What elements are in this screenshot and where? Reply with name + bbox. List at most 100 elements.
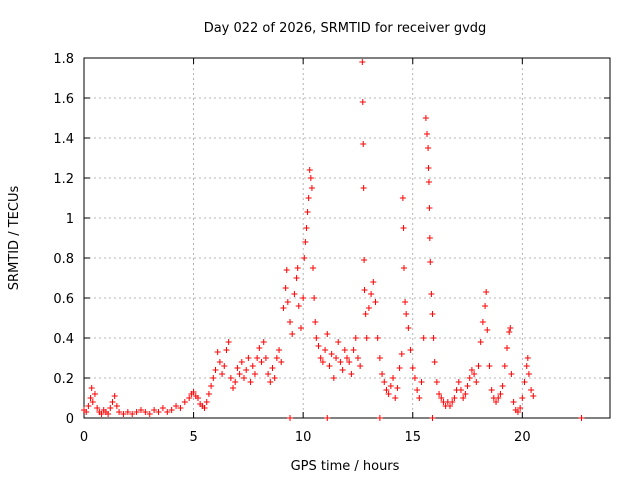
data-point <box>98 411 105 417</box>
data-point <box>423 131 430 137</box>
data-point <box>328 351 335 357</box>
data-point <box>466 375 473 381</box>
y-tick-label: 1.2 <box>53 172 74 187</box>
y-axis-label: SRMTID / TECUs <box>7 186 22 291</box>
data-point <box>219 371 226 377</box>
data-point <box>411 375 418 381</box>
chart-title: Day 022 of 2026, SRMTID for receiver gvd… <box>204 21 487 36</box>
data-point <box>420 335 427 341</box>
data-point <box>396 365 403 371</box>
data-point <box>477 339 484 345</box>
data-point <box>392 395 399 401</box>
data-point <box>359 99 366 105</box>
data-point <box>111 393 118 399</box>
data-point <box>517 405 524 411</box>
data-point <box>360 141 367 147</box>
data-point <box>383 387 390 393</box>
data-point <box>399 195 406 201</box>
data-point <box>301 255 308 261</box>
data-point <box>278 359 285 365</box>
data-point <box>429 311 436 317</box>
data-point <box>335 339 342 345</box>
data-point <box>310 265 317 271</box>
data-point <box>523 363 530 369</box>
data-point <box>346 359 353 365</box>
data-point <box>457 387 464 393</box>
data-point <box>376 355 383 361</box>
data-point <box>85 403 92 409</box>
x-tick-label: 0 <box>80 430 88 445</box>
data-point <box>276 347 283 353</box>
data-point <box>240 375 247 381</box>
data-point <box>88 385 95 391</box>
data-point <box>280 305 287 311</box>
data-point <box>221 363 228 369</box>
data-point <box>305 195 312 201</box>
data-point <box>186 395 193 401</box>
data-point <box>304 209 311 215</box>
data-point <box>451 395 458 401</box>
data-point <box>269 365 276 371</box>
x-axis-label: GPS time / hours <box>291 459 400 474</box>
data-point <box>247 379 254 385</box>
data-point <box>194 395 201 401</box>
axis-ticks <box>83 57 610 419</box>
data-point <box>368 291 375 297</box>
data-point <box>405 325 412 331</box>
data-point <box>425 179 432 185</box>
data-point <box>385 391 392 397</box>
data-point <box>107 405 114 411</box>
data-point <box>212 367 219 373</box>
data-point <box>91 391 98 397</box>
data-point <box>258 359 265 365</box>
data-point <box>315 343 322 349</box>
data-point <box>372 299 379 305</box>
data-point <box>243 367 250 373</box>
data-point <box>416 395 423 401</box>
data-point <box>205 391 212 397</box>
data-point <box>142 409 149 415</box>
data-point <box>337 359 344 365</box>
data-point <box>418 379 425 385</box>
y-tick-label: 1 <box>66 212 74 227</box>
data-point <box>403 311 410 317</box>
data-point <box>293 275 300 281</box>
data-point <box>578 415 585 421</box>
data-point <box>497 391 504 397</box>
data-point <box>137 407 144 413</box>
data-point <box>262 355 269 361</box>
data-point <box>203 399 210 405</box>
data-point <box>426 205 433 211</box>
data-point <box>324 415 331 421</box>
data-point <box>483 289 490 295</box>
data-point <box>495 395 502 401</box>
data-point <box>414 387 421 393</box>
data-point <box>124 409 131 415</box>
data-point <box>508 371 515 377</box>
data-point <box>133 409 140 415</box>
data-point <box>245 355 252 361</box>
data-point <box>363 335 370 341</box>
data-point <box>168 407 175 413</box>
data-point <box>402 299 409 305</box>
plot-frame <box>83 57 611 419</box>
data-point <box>438 395 445 401</box>
data-point <box>313 335 320 341</box>
data-point <box>164 409 171 415</box>
x-tick-label: 20 <box>514 430 531 445</box>
data-point <box>400 265 407 271</box>
x-tick-label: 10 <box>295 430 312 445</box>
data-point <box>302 239 309 245</box>
data-point <box>361 257 368 263</box>
data-point <box>374 335 381 341</box>
data-point <box>89 399 96 405</box>
data-point <box>333 355 340 361</box>
data-point <box>359 59 366 65</box>
data-point <box>181 399 188 405</box>
data-point <box>484 327 491 333</box>
data-point <box>493 399 500 405</box>
data-point <box>350 347 357 353</box>
data-point <box>260 339 267 345</box>
data-point <box>265 371 272 377</box>
